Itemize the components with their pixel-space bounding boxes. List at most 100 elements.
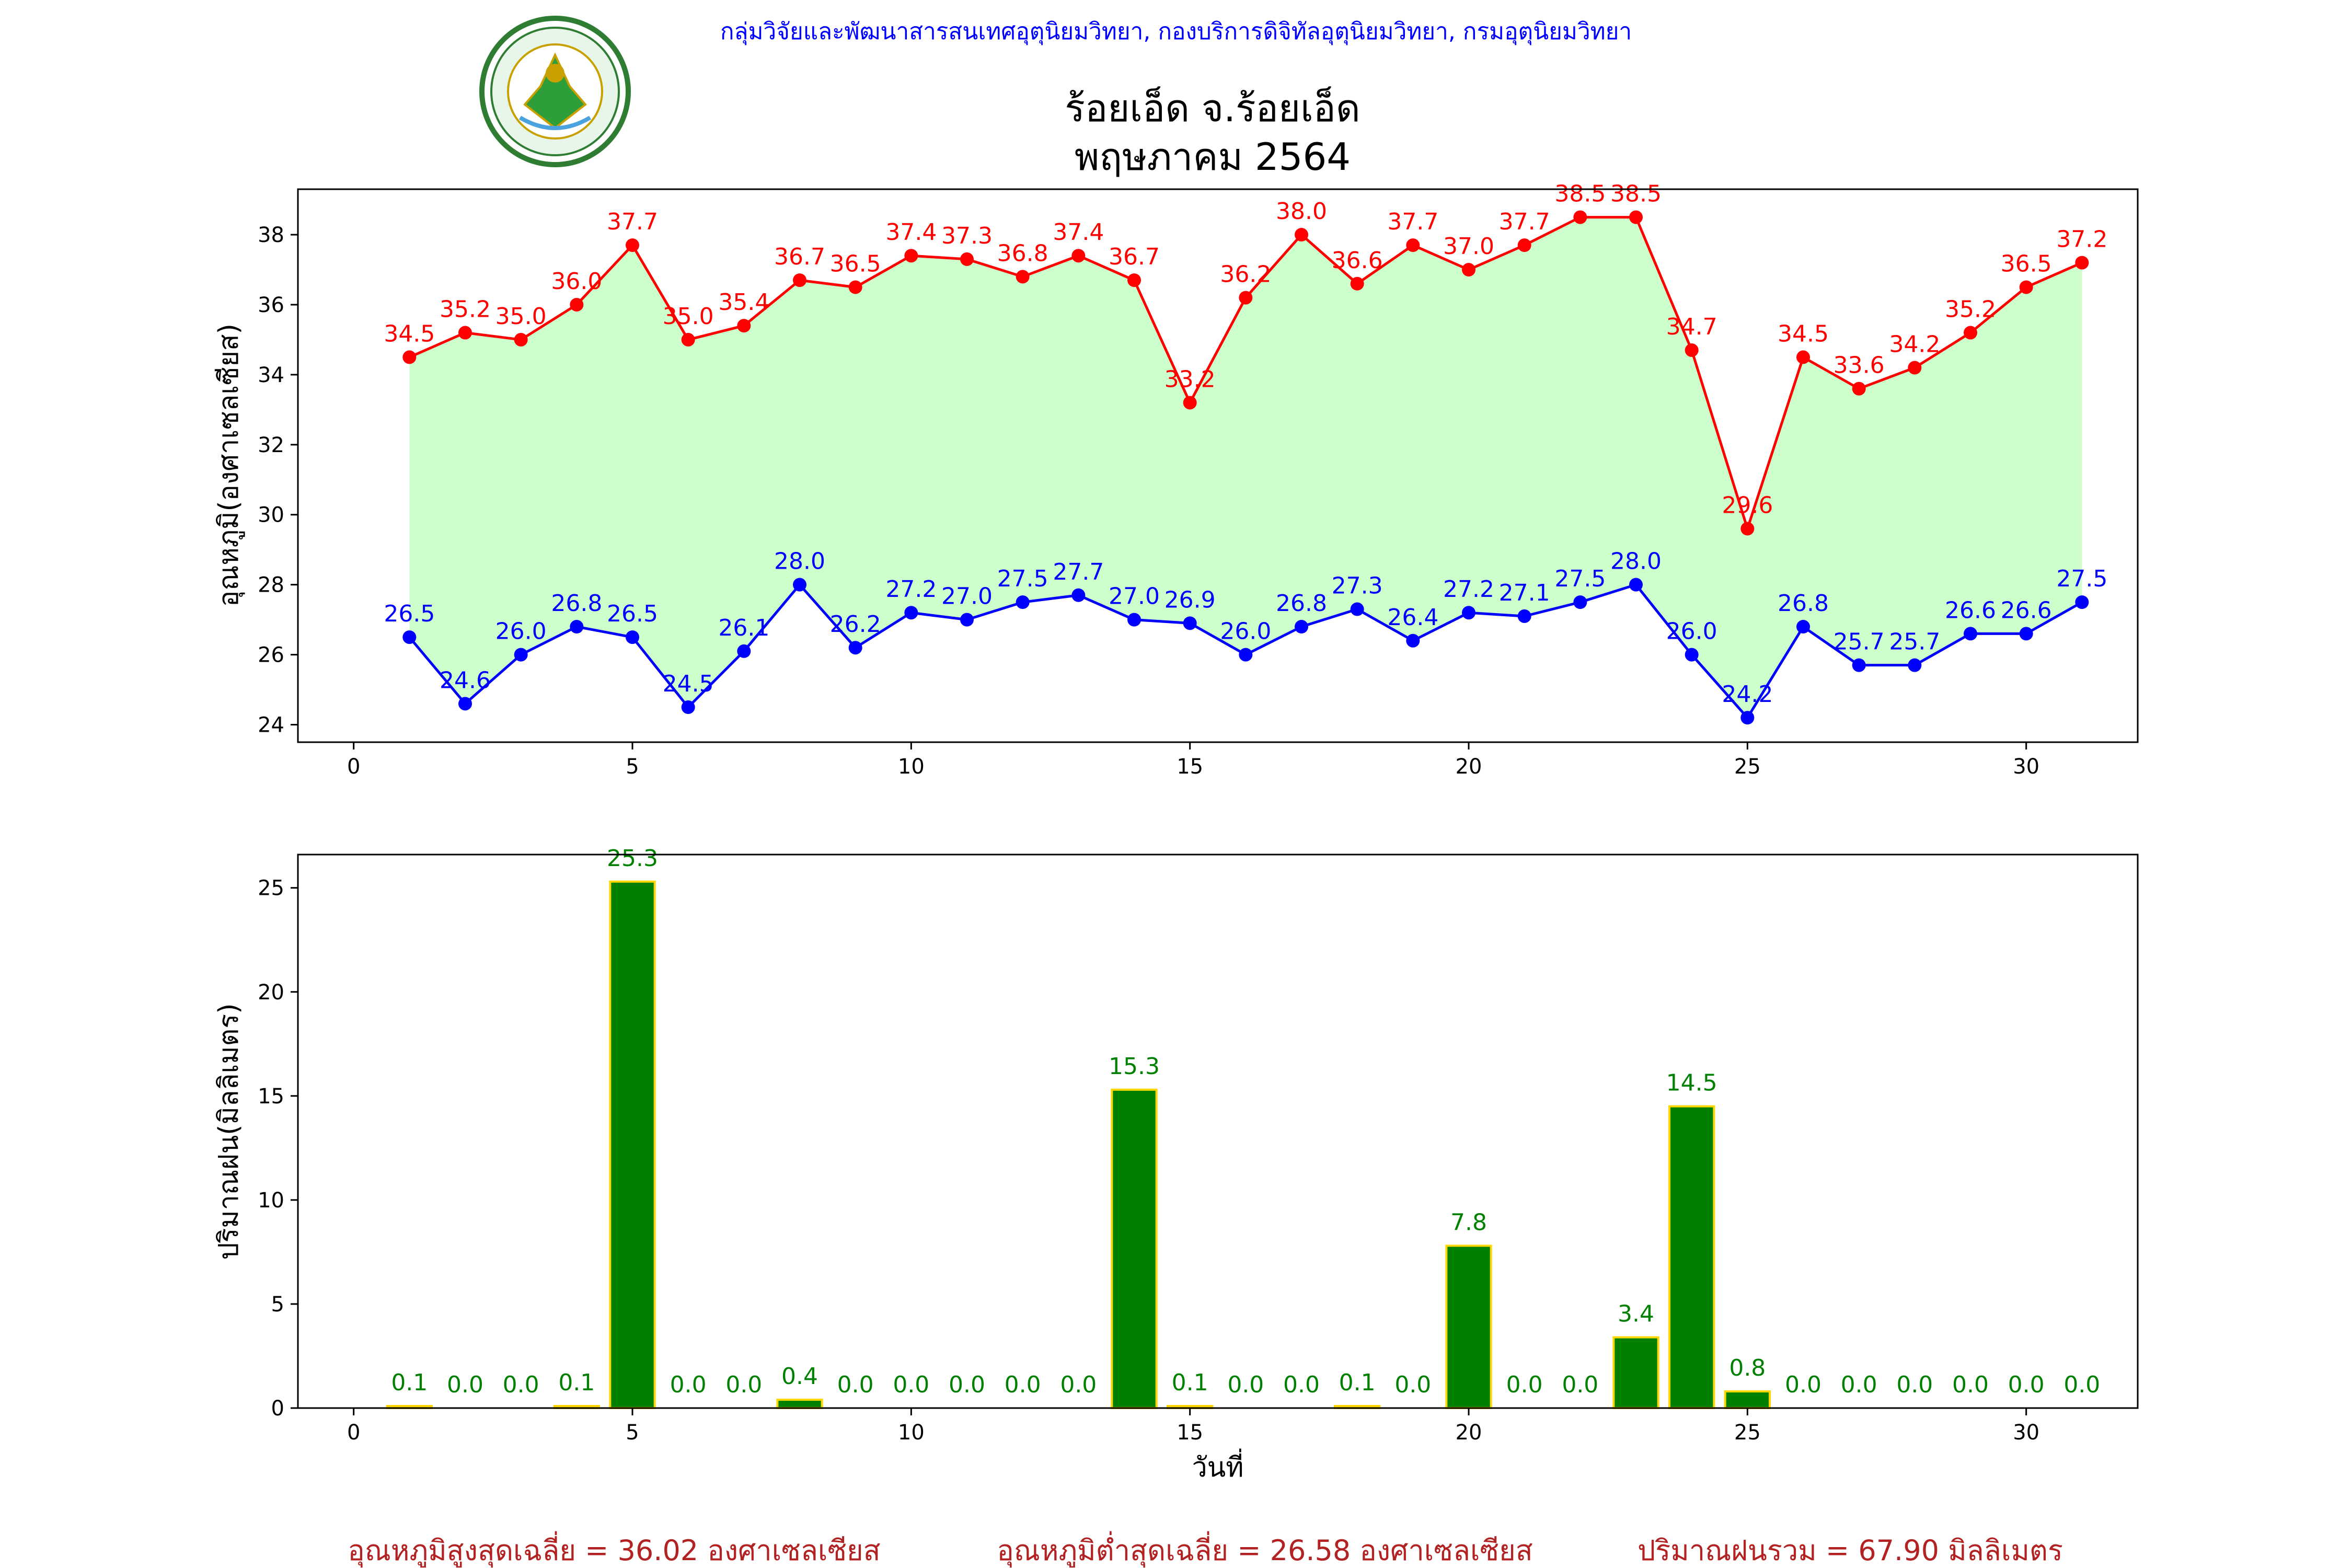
temperature-max-point [1852,382,1866,396]
temperature-max-point [1573,210,1587,224]
temperature-max-point [2075,256,2089,270]
organization-header: กลุ่มวิจัยและพัฒนาสารสนเทศอุตุนิยมวิทยา,… [720,18,1632,45]
rainfall-y-tick-label: 10 [258,1189,284,1213]
temperature-x-tick-label: 5 [626,755,639,779]
temperature-max-point [570,297,584,312]
temperature-min-label: 26.9 [1165,586,1216,613]
temperature-x-tick-label: 0 [347,755,360,779]
temperature-x-tick-label: 10 [898,755,925,779]
rainfall-axes: 0 5 10 15 20 25 30 0 5 10 15 20 25 [258,877,2039,1445]
temperature-min-point [1908,658,1922,672]
temperature-max-label: 35.2 [1945,296,1996,323]
temperature-max-label: 36.6 [1332,247,1383,274]
temperature-max-label: 35.0 [663,303,714,330]
temperature-min-point [1740,711,1755,725]
rainfall-bar-label: 0.0 [1896,1371,1933,1398]
rainfall-bar-label: 7.8 [1450,1209,1487,1236]
temperature-max-label: 36.5 [2001,250,2052,277]
temperature-y-tick-label: 30 [258,503,284,527]
temperature-max-point [1127,273,1141,287]
temperature-max-point [1685,343,1699,358]
temperature-min-point [1964,627,1977,641]
temperature-max-label: 37.7 [607,209,658,235]
temperature-y-tick-label: 28 [258,573,284,597]
temperature-max-point [1462,263,1475,277]
temperature-min-point [960,613,974,627]
temperature-max-label: 33.6 [1834,352,1885,379]
temperature-min-label: 27.7 [1053,559,1104,585]
temperature-min-label: 26.4 [1387,604,1438,631]
temperature-min-label: 28.0 [1610,548,1662,575]
temperature-min-point [626,630,639,644]
temperature-min-label: 26.6 [1945,597,1996,624]
temperature-y-tick-label: 32 [258,433,284,457]
temperature-max-point [681,332,695,347]
temperature-points [402,210,2089,725]
temperature-min-label: 26.8 [1778,590,1829,617]
temperature-max-label: 37.0 [1443,233,1494,260]
temperature-min-label: 27.0 [941,583,993,610]
temperature-max-point [1239,291,1253,305]
temperature-range-fill [409,217,2082,718]
temperature-min-label: 26.6 [2001,597,2052,624]
temperature-y-tick-label: 24 [258,713,284,737]
temperature-min-point [1239,648,1253,662]
rainfall-x-tick-label: 15 [1177,1421,1203,1445]
rainfall-bar-label: 0.0 [1785,1371,1821,1398]
temperature-max-label: 34.5 [384,320,435,347]
temperature-max-label: 36.5 [830,250,881,277]
rainfall-x-tick-label: 20 [1456,1421,1482,1445]
temperature-min-point [737,644,751,658]
temperature-max-label: 36.8 [997,240,1048,267]
temperature-max-label: 37.7 [1499,209,1550,235]
temperature-max-point [1908,361,1922,375]
rainfall-bar [609,880,656,1409]
rainfall-y-tick-label: 20 [258,981,284,1005]
rainfall-y-tick-label: 0 [271,1397,284,1421]
temperature-max-point [848,280,862,294]
rainfall-bar-label: 0.0 [1562,1371,1598,1398]
rainfall-data-labels: 0.1 0.0 0.0 0.1 25.3 0.0 0.0 0.4 0.0 0.0 0.0 0.0 0.0… [391,845,2100,1398]
temperature-y-tick-label: 38 [258,223,284,247]
temperature-min-point [402,630,417,644]
rainfall-bar-label: 0.4 [781,1363,818,1390]
rainfall-bar-label: 0.0 [1283,1371,1320,1398]
temperature-min-point [848,641,862,655]
rainfall-x-tick-label: 10 [898,1421,925,1445]
temperature-max-point [1295,228,1308,242]
chart-subtitle: พฤษภาคม 2564 [1075,135,1351,179]
footer-max-average: อุณหภูมิสูงสุดเฉลี่ย = 36.02 องศาเซลเซีย… [348,1531,880,1568]
rainfall-x-tick-label: 5 [626,1421,639,1445]
rainfall-x-tick-label: 0 [347,1421,360,1445]
temperature-min-label: 24.2 [1722,681,1773,708]
rainfall-bar [1668,1105,1715,1409]
temperature-max-point [1016,270,1030,284]
temperature-min-point [570,620,584,634]
temperature-min-label: 27.5 [997,566,1048,592]
temperature-max-label: 37.4 [1053,219,1104,246]
rainfall-bar-label: 14.5 [1666,1070,1717,1097]
temperature-axes: 0 5 10 15 20 25 30 24 26 28 30 32 34 36 38 [258,223,2039,779]
temperature-max-label: 34.7 [1666,314,1717,340]
temperature-min-label: 26.0 [1666,618,1717,645]
temperature-x-tick-label: 20 [1456,755,1482,779]
rainfall-bar-label: 0.1 [558,1369,595,1396]
rainfall-bar [1111,1088,1158,1410]
rainfall-bar-label: 0.0 [2008,1371,2045,1398]
temperature-max-label: 38.5 [1610,181,1662,207]
temperature-min-point [2019,627,2033,641]
rainfall-bar-label: 0.1 [1172,1369,1208,1396]
rainfall-bar-label: 0.0 [949,1371,985,1398]
temperature-max-point [1740,522,1755,536]
rainfall-y-tick-label: 15 [258,1085,284,1109]
rainfall-bar-label: 0.0 [725,1371,762,1398]
temperature-max-point [514,332,528,347]
temperature-max-label: 37.7 [1387,209,1438,235]
temperature-max-point [904,249,918,263]
temperature-min-label: 26.5 [607,601,658,627]
rainfall-x-tick-label: 30 [2013,1421,2039,1445]
temperature-min-point [793,578,806,592]
temperature-min-point [1406,633,1420,648]
temperature-data-labels: 34.535.2 35.036.037.735.035.436.7 36.537.4… [384,181,2107,708]
